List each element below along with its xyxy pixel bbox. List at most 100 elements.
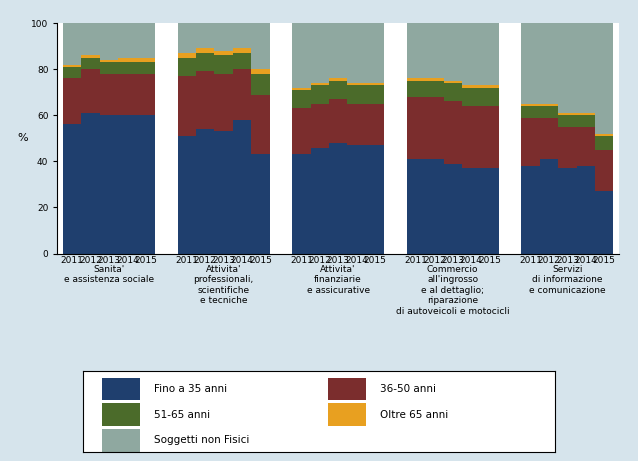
Bar bbox=[81, 23, 100, 55]
Bar bbox=[425, 81, 443, 97]
Bar bbox=[311, 104, 329, 148]
Bar bbox=[251, 69, 269, 74]
Bar bbox=[311, 85, 329, 104]
Bar bbox=[595, 191, 613, 254]
Bar bbox=[329, 403, 366, 426]
Bar bbox=[329, 23, 347, 78]
Bar bbox=[521, 104, 540, 106]
Text: Attivita'
professionali,
scientifiche
e tecniche: Attivita' professionali, scientifiche e … bbox=[193, 265, 254, 305]
Bar bbox=[63, 65, 81, 67]
Bar bbox=[177, 136, 196, 254]
Text: 51-65 anni: 51-65 anni bbox=[154, 410, 210, 420]
Bar bbox=[407, 78, 425, 81]
Bar bbox=[462, 23, 480, 85]
Bar bbox=[595, 136, 613, 150]
Text: Oltre 65 anni: Oltre 65 anni bbox=[380, 410, 449, 420]
Bar bbox=[347, 145, 366, 254]
Bar bbox=[407, 159, 425, 254]
Text: Sanita'
e assistenza sociale: Sanita' e assistenza sociale bbox=[64, 265, 154, 284]
Bar bbox=[540, 104, 558, 106]
Bar bbox=[366, 145, 384, 254]
Bar bbox=[366, 85, 384, 104]
Bar bbox=[425, 23, 443, 78]
Bar bbox=[521, 118, 540, 166]
Bar bbox=[462, 106, 480, 168]
Bar bbox=[137, 62, 155, 74]
Bar bbox=[63, 124, 81, 254]
Bar bbox=[329, 81, 347, 99]
Bar bbox=[100, 74, 118, 115]
Bar bbox=[521, 23, 540, 104]
Bar bbox=[540, 106, 558, 118]
Bar bbox=[233, 120, 251, 254]
Y-axis label: %: % bbox=[17, 133, 28, 143]
Bar bbox=[540, 159, 558, 254]
Bar bbox=[366, 23, 384, 83]
Bar bbox=[558, 168, 577, 254]
Bar bbox=[102, 403, 140, 426]
Bar bbox=[251, 154, 269, 254]
Bar bbox=[233, 48, 251, 53]
Bar bbox=[118, 62, 137, 74]
Bar bbox=[292, 108, 311, 154]
Text: 36-50 anni: 36-50 anni bbox=[380, 384, 436, 394]
Bar bbox=[137, 115, 155, 254]
Bar bbox=[311, 23, 329, 83]
Bar bbox=[366, 104, 384, 145]
Bar bbox=[329, 99, 347, 143]
Bar bbox=[595, 134, 613, 136]
Bar bbox=[347, 85, 366, 104]
Bar bbox=[577, 127, 595, 166]
Bar bbox=[595, 23, 613, 134]
Text: Servizi
di informazione
e comunicazione: Servizi di informazione e comunicazione bbox=[529, 265, 605, 295]
Bar bbox=[425, 97, 443, 159]
Bar bbox=[347, 83, 366, 85]
Bar bbox=[462, 168, 480, 254]
Bar bbox=[480, 168, 499, 254]
Bar bbox=[347, 104, 366, 145]
Bar bbox=[480, 88, 499, 106]
Bar bbox=[311, 83, 329, 85]
Bar bbox=[177, 23, 196, 53]
Bar bbox=[81, 69, 100, 113]
Bar bbox=[558, 127, 577, 168]
Bar bbox=[462, 85, 480, 88]
Bar bbox=[577, 115, 595, 127]
Bar bbox=[118, 23, 137, 58]
Bar bbox=[81, 55, 100, 58]
Bar bbox=[100, 62, 118, 74]
Bar bbox=[480, 85, 499, 88]
Bar bbox=[196, 129, 214, 254]
Bar bbox=[81, 58, 100, 69]
Bar bbox=[196, 71, 214, 129]
Bar bbox=[577, 113, 595, 115]
Bar bbox=[329, 78, 347, 81]
Bar bbox=[233, 69, 251, 120]
Text: Commercio
all'ingrosso
e al dettaglio;
riparazione
di autoveicoli e motocicli: Commercio all'ingrosso e al dettaglio; r… bbox=[396, 265, 510, 316]
Bar bbox=[214, 23, 233, 51]
Bar bbox=[102, 378, 140, 400]
Bar bbox=[292, 23, 311, 88]
Bar bbox=[558, 23, 577, 113]
Bar bbox=[63, 23, 81, 65]
Bar bbox=[251, 95, 269, 154]
Bar bbox=[251, 23, 269, 69]
Bar bbox=[118, 74, 137, 115]
Bar bbox=[540, 118, 558, 159]
Bar bbox=[137, 74, 155, 115]
Bar bbox=[251, 74, 269, 95]
Bar bbox=[292, 88, 311, 90]
Bar bbox=[214, 51, 233, 55]
Bar bbox=[558, 113, 577, 115]
Bar bbox=[292, 154, 311, 254]
Bar bbox=[443, 164, 462, 254]
Bar bbox=[407, 23, 425, 78]
Bar bbox=[407, 97, 425, 159]
Bar bbox=[137, 58, 155, 62]
Bar bbox=[521, 106, 540, 118]
Bar bbox=[233, 23, 251, 48]
Bar bbox=[540, 23, 558, 104]
Bar bbox=[311, 148, 329, 254]
Bar bbox=[292, 90, 311, 108]
Bar bbox=[480, 106, 499, 168]
